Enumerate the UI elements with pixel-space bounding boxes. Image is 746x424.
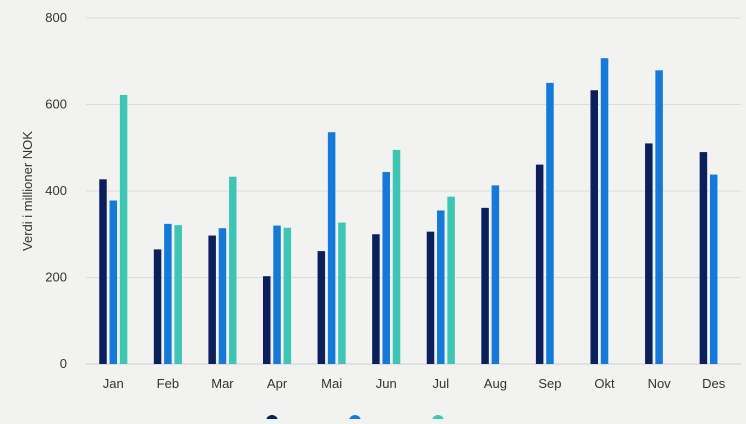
bar-series-1-mar bbox=[208, 235, 216, 364]
y-axis-label: Verdi i millioner NOK bbox=[20, 131, 35, 251]
bar-series-2-des bbox=[709, 174, 718, 364]
bar-series-1-feb bbox=[153, 249, 162, 364]
bar-series-2-mar bbox=[218, 228, 227, 364]
x-tick-label: Jun bbox=[376, 376, 397, 391]
legend-marker-series-2 bbox=[349, 415, 361, 424]
bar-series-3-apr bbox=[283, 227, 292, 364]
bar-series-2-jan bbox=[109, 200, 118, 364]
bar-series-3-feb bbox=[174, 225, 182, 364]
bar-series-2-sep bbox=[546, 82, 554, 364]
x-tick-label: Aug bbox=[484, 376, 507, 391]
gridlines bbox=[86, 17, 741, 365]
bar-series-1-sep bbox=[535, 164, 544, 364]
bars bbox=[99, 58, 718, 365]
bar-series-2-nov bbox=[655, 70, 663, 365]
bar-series-1-jul bbox=[426, 231, 435, 364]
bar-series-3-mar bbox=[229, 176, 237, 364]
legend-marker-series-3 bbox=[432, 415, 444, 424]
bar-series-2-apr bbox=[273, 225, 281, 364]
x-tick-label: Okt bbox=[594, 376, 615, 391]
x-tick-label: Apr bbox=[267, 376, 288, 391]
bar-series-1-jan bbox=[99, 179, 107, 364]
bar-series-1-mai bbox=[317, 251, 326, 364]
bar-series-3-jun bbox=[392, 149, 401, 364]
y-tick-label: 400 bbox=[45, 183, 67, 198]
x-axis-ticks: Jan Feb Mar Apr Mai Jun Jul Aug Sep Okt Nov Des bbox=[103, 376, 726, 391]
bar-series-1-apr bbox=[262, 276, 271, 364]
bar-series-1-jun bbox=[372, 234, 380, 364]
legend-marker-series-1 bbox=[266, 415, 278, 424]
x-tick-label: Jan bbox=[103, 376, 124, 391]
x-tick-label: Nov bbox=[648, 376, 672, 391]
legend bbox=[266, 415, 444, 424]
bar-series-3-jan bbox=[119, 94, 128, 365]
x-tick-label: Des bbox=[702, 376, 726, 391]
y-tick-label: 0 bbox=[60, 356, 67, 371]
bar-series-1-des bbox=[699, 152, 708, 364]
y-tick-label: 800 bbox=[45, 10, 67, 25]
bar-series-2-jul bbox=[437, 210, 445, 364]
x-tick-label: Jul bbox=[432, 376, 449, 391]
y-tick-label: 200 bbox=[45, 270, 67, 285]
x-tick-label: Feb bbox=[157, 376, 179, 391]
x-tick-label: Mar bbox=[211, 376, 234, 391]
x-tick-label: Mai bbox=[321, 376, 342, 391]
bar-series-1-okt bbox=[590, 90, 598, 364]
bar-series-2-okt bbox=[600, 58, 609, 364]
bar-series-1-aug bbox=[481, 207, 489, 364]
bar-series-2-feb bbox=[164, 223, 172, 364]
bar-series-2-mai bbox=[327, 132, 336, 364]
y-axis-ticks: 0 200 400 600 800 bbox=[45, 10, 67, 371]
bar-series-3-mai bbox=[338, 222, 346, 364]
bar-series-2-aug bbox=[491, 185, 500, 364]
bar-series-1-nov bbox=[645, 143, 653, 364]
bar-series-3-jul bbox=[447, 196, 455, 364]
bar-series-2-jun bbox=[382, 171, 390, 364]
x-tick-label: Sep bbox=[538, 376, 561, 391]
y-tick-label: 600 bbox=[45, 97, 67, 112]
